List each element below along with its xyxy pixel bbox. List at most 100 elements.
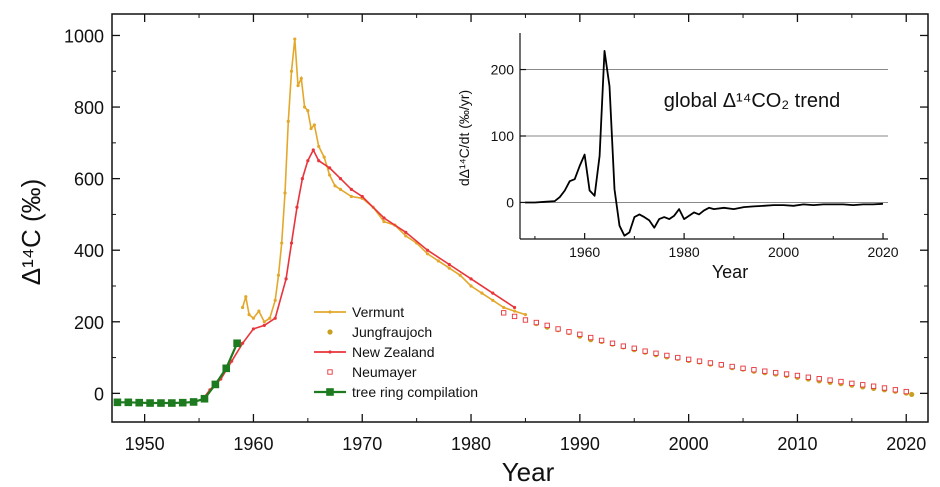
data-point-vermunt (306, 109, 309, 112)
data-point-neumayer (904, 389, 908, 393)
data-point-vermunt (437, 259, 440, 262)
data-point-neumayer (567, 330, 571, 334)
data-point-new-zealand (274, 317, 277, 320)
data-point-vermunt (287, 120, 290, 123)
data-point-vermunt (382, 220, 385, 223)
data-point-neumayer (839, 379, 843, 383)
legend-swatch-marker (328, 370, 332, 374)
data-point-vermunt (283, 191, 286, 194)
data-point-neumayer (708, 361, 712, 365)
data-point-neumayer (752, 368, 756, 372)
data-point-neumayer (817, 376, 821, 380)
data-point-new-zealand (301, 177, 304, 180)
data-point-tree-ring-compilation (114, 399, 122, 407)
legend-item-jungfraujoch: Jungfraujoch (327, 324, 432, 340)
inset-x-axis-title: Year (712, 262, 748, 282)
legend-label: Jungfraujoch (352, 324, 432, 340)
data-point-vermunt (333, 184, 336, 187)
data-point-neumayer (676, 355, 680, 359)
main-y-tick-label: 1000 (64, 26, 104, 46)
series-tree-ring-compilation (114, 339, 241, 406)
main-x-tick-label: 1950 (125, 434, 165, 454)
data-point-new-zealand (295, 206, 298, 209)
main-y-tick-label: 800 (74, 98, 104, 118)
data-point-vermunt (296, 84, 299, 87)
data-point-tree-ring-compilation (201, 395, 209, 403)
data-point-vermunt (469, 284, 472, 287)
inset-x-tick-label: 1980 (669, 244, 700, 260)
main-y-axis-title: Δ¹⁴C (‰) (16, 179, 46, 286)
data-point-tree-ring-compilation (222, 365, 230, 373)
data-point-vermunt (257, 309, 260, 312)
data-point-vermunt (317, 145, 320, 148)
data-point-vermunt (448, 267, 451, 270)
main-y-tick-label: 0 (94, 384, 104, 404)
main-x-tick-label: 2010 (777, 434, 817, 454)
series-neumayer (501, 311, 908, 394)
legend: VermuntJungfraujochNew ZealandNeumayertr… (314, 304, 478, 400)
data-point-neumayer (850, 381, 854, 385)
data-point-vermunt (404, 234, 407, 237)
legend-swatch-marker (326, 388, 334, 396)
data-point-neumayer (893, 388, 897, 392)
main-x-tick-label: 2000 (669, 434, 709, 454)
data-point-new-zealand (241, 342, 244, 345)
legend-swatch-marker (328, 350, 331, 353)
series-vermunt (241, 37, 527, 323)
main-y-tick-label: 600 (74, 170, 104, 190)
data-point-vermunt (480, 292, 483, 295)
data-point-new-zealand (339, 177, 342, 180)
legend-swatch-marker (327, 329, 332, 334)
data-point-tree-ring-compilation (233, 339, 241, 347)
data-point-new-zealand (448, 263, 451, 266)
data-point-new-zealand (513, 306, 516, 309)
data-point-neumayer (643, 349, 647, 353)
data-point-vermunt (268, 317, 271, 320)
legend-item-neumayer: Neumayer (328, 364, 417, 380)
data-point-neumayer (828, 378, 832, 382)
data-point-new-zealand (426, 249, 429, 252)
data-point-tree-ring-compilation (146, 399, 154, 407)
data-point-neumayer (730, 364, 734, 368)
data-point-new-zealand (382, 216, 385, 219)
inset-x-tick-label: 2000 (768, 244, 799, 260)
data-point-tree-ring-compilation (168, 399, 176, 407)
data-point-neumayer (523, 318, 527, 322)
data-point-vermunt (524, 313, 527, 316)
data-point-neumayer (512, 314, 516, 318)
data-point-vermunt (339, 188, 342, 191)
data-point-tree-ring-compilation (179, 399, 187, 407)
main-y-tick-label: 400 (74, 241, 104, 261)
data-point-new-zealand (404, 231, 407, 234)
series-jungfraujoch (534, 321, 915, 397)
main-x-tick-label: 1990 (560, 434, 600, 454)
data-point-vermunt (303, 105, 306, 108)
data-point-vermunt (323, 156, 326, 159)
data-point-vermunt (247, 313, 250, 316)
inset-y-axis-title: dΔ¹⁴C/dt (‰/yr) (456, 90, 472, 186)
data-point-new-zealand (252, 327, 255, 330)
inset-y-tick-label: 0 (506, 194, 514, 210)
data-point-neumayer (545, 323, 549, 327)
data-point-neumayer (861, 383, 865, 387)
data-point-neumayer (741, 366, 745, 370)
data-point-vermunt (513, 309, 516, 312)
data-point-neumayer (610, 341, 614, 345)
data-point-neumayer (654, 351, 658, 355)
legend-label: Vermunt (352, 304, 404, 320)
data-point-neumayer (501, 311, 505, 315)
data-point-vermunt (491, 299, 494, 302)
inset-x-tick-label: 2020 (867, 244, 898, 260)
data-point-new-zealand (312, 148, 315, 151)
inset-y-tick-label: 100 (491, 128, 515, 144)
data-point-new-zealand (284, 277, 287, 280)
data-point-new-zealand (350, 188, 353, 191)
data-point-vermunt (277, 274, 280, 277)
data-point-vermunt (300, 77, 303, 80)
data-point-vermunt (502, 306, 505, 309)
data-point-new-zealand (306, 159, 309, 162)
series-line-tree-ring-compilation (117, 343, 237, 403)
data-point-neumayer (632, 346, 636, 350)
inset-x-tick-label: 1960 (569, 244, 600, 260)
legend-item-vermunt: Vermunt (314, 304, 404, 320)
